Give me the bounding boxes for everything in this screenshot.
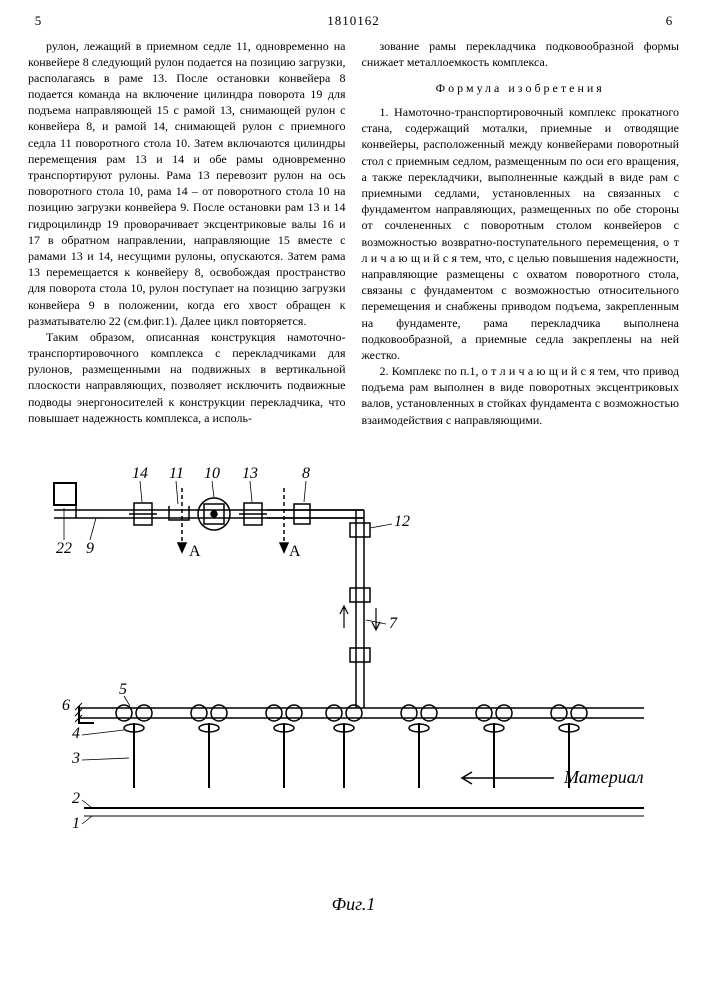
figure-1: 22 9 14 11 10 13 8 А А 12 7 5 xyxy=(28,448,679,916)
callout-8: 8 xyxy=(302,465,310,482)
left-para-2: Таким образом, описанная конструкция нам… xyxy=(28,329,346,426)
callout-1: 1 xyxy=(72,815,80,832)
callout-5: 5 xyxy=(119,681,127,698)
callout-14: 14 xyxy=(132,465,148,482)
callout-13: 13 xyxy=(242,465,258,482)
callout-A1: А xyxy=(189,543,201,560)
callout-3: 3 xyxy=(71,750,80,767)
callout-4: 4 xyxy=(72,725,80,742)
material-label: Материал xyxy=(563,767,644,787)
callout-6: 6 xyxy=(62,697,70,714)
callout-2: 2 xyxy=(72,790,80,807)
page-number-right: 6 xyxy=(659,12,679,30)
right-para-3: 2. Комплекс по п.1, о т л и ч а ю щ и й … xyxy=(362,363,680,428)
callout-10: 10 xyxy=(204,465,220,482)
callout-7: 7 xyxy=(389,615,398,632)
callout-A2: А xyxy=(289,543,301,560)
patent-number: 1810162 xyxy=(327,12,380,30)
left-column: рулон, лежащий в приемном седле 11, одно… xyxy=(28,38,346,428)
callout-22: 22 xyxy=(56,540,72,557)
right-para-2: 1. Намоточно-транспортировочный комплекс… xyxy=(362,104,680,363)
left-para-1: рулон, лежащий в приемном седле 11, одно… xyxy=(28,38,346,329)
right-column: зование рамы перекладчика подковообразно… xyxy=(362,38,680,428)
callout-12: 12 xyxy=(394,513,410,530)
figure-label: Фиг.1 xyxy=(28,892,679,916)
callout-11: 11 xyxy=(169,465,184,482)
claims-title: Формула изобретения xyxy=(362,80,680,96)
right-para-1: зование рамы перекладчика подковообразно… xyxy=(362,38,680,70)
page-number-left: 5 xyxy=(28,12,48,30)
callout-9: 9 xyxy=(86,540,94,557)
